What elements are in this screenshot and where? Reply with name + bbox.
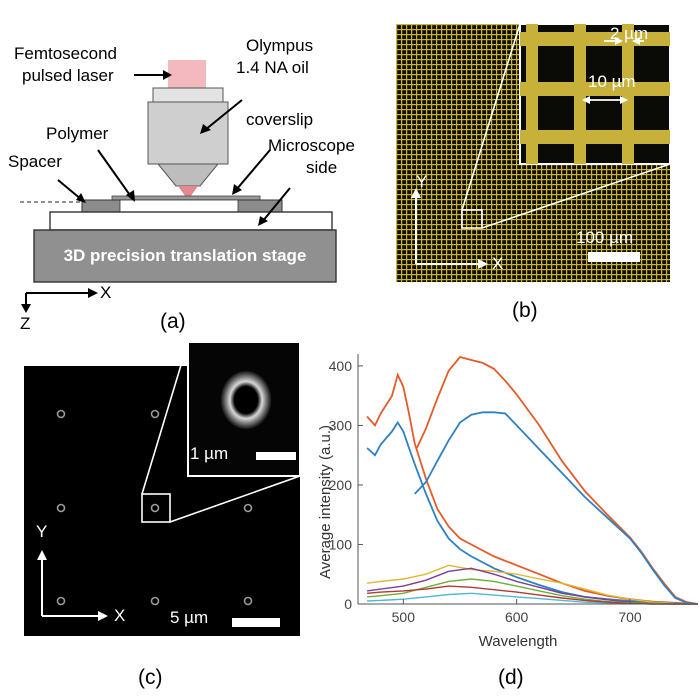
caption-c: (c) xyxy=(138,666,163,689)
panel-a: Femtosecond pulsed laser Olympus 1.4 NA … xyxy=(0,0,390,340)
caption-a: (a) xyxy=(160,310,186,333)
y-tick-label: 200 xyxy=(329,477,353,493)
zoom-line-1 xyxy=(461,24,521,211)
objective-body xyxy=(147,101,229,165)
axis-y-label-b: Y xyxy=(416,172,428,191)
y-tick-label: 0 xyxy=(344,596,352,612)
inset-grid xyxy=(520,24,670,164)
xy-axes-b xyxy=(411,188,488,269)
caption-d: (d) xyxy=(498,666,524,689)
scale-bar-b xyxy=(588,252,640,262)
spectra-chart: 0 100 200 300 400 500 600 700 Wavelength Averag… xyxy=(317,354,699,650)
series-line-2 xyxy=(366,420,698,605)
series-line-5 xyxy=(367,564,699,605)
slide xyxy=(49,211,333,231)
coverslip-label: coverslip xyxy=(246,110,314,129)
axis-x-label-c: X xyxy=(114,606,126,625)
caption-b: (b) xyxy=(512,299,538,322)
stage xyxy=(33,229,337,283)
y-tick-label: 400 xyxy=(329,358,353,374)
objective-upper xyxy=(152,87,224,103)
objective-tip xyxy=(156,163,220,187)
panel-b: 2 µm 10 µm Y X 100 µm (b) xyxy=(396,24,670,330)
series-line-1 xyxy=(366,372,699,605)
zoom-line-c1 xyxy=(141,342,189,495)
axis-y-label-c: Y xyxy=(36,522,48,541)
y-tick-label: 100 xyxy=(329,536,353,552)
scale-bar-label-c: 5 µm xyxy=(170,608,209,627)
plot-axes: 0 100 200 300 400 500 600 700 xyxy=(329,354,698,625)
axis-x-label-b: X xyxy=(492,254,504,273)
plot-lines xyxy=(366,355,699,605)
series-line-4 xyxy=(414,411,699,605)
microscope-label-line2: side xyxy=(306,158,338,177)
objective-label-line1: Olympus xyxy=(246,36,314,55)
laser-beam xyxy=(168,60,206,90)
scale-bar-label-b: 100 µm xyxy=(576,228,634,247)
spacer-label: Spacer xyxy=(8,152,62,171)
inset-measure-2um: 2 µm xyxy=(610,24,649,43)
zoom-box xyxy=(461,209,483,229)
panel-d: 0 100 200 300 400 500 600 700 Wavelength Averag… xyxy=(306,342,699,698)
scale-bar-c xyxy=(232,618,280,627)
pointer-arrows xyxy=(57,70,291,226)
x-tick-label: 600 xyxy=(505,609,529,625)
focus-cone xyxy=(178,186,198,200)
panel-c: 1 µm Y X 5 µm (c) xyxy=(24,342,300,698)
setup-schematic xyxy=(20,60,337,313)
series-line-3 xyxy=(416,355,699,605)
grid-micrograph xyxy=(396,24,670,282)
ring-micrograph xyxy=(24,342,300,636)
y-tick-label: 300 xyxy=(329,417,353,433)
inset-scale-bar-c xyxy=(256,452,296,460)
zoom-box-c xyxy=(141,493,171,523)
objective-label-line2: 1.4 NA oil xyxy=(236,58,309,77)
inset-measure-arrows xyxy=(582,37,644,104)
spacer-cavity xyxy=(119,199,239,213)
xy-axes-c xyxy=(37,550,108,621)
xz-axes xyxy=(21,288,98,313)
microscope-label-line1: Microscope xyxy=(268,136,355,155)
ring-inset xyxy=(220,370,272,430)
inset-scale-label-c: 1 µm xyxy=(190,444,229,463)
zoom-line-c2 xyxy=(169,475,300,523)
stage-label: 3D precision translation stage xyxy=(63,246,307,265)
ring-array xyxy=(56,409,253,606)
axis-x-label: X xyxy=(100,283,112,302)
x-axis-label: Wavelength xyxy=(479,633,558,650)
axis-z-label: Z xyxy=(20,314,31,333)
x-tick-label: 500 xyxy=(392,609,416,625)
x-tick-label: 700 xyxy=(618,609,642,625)
polymer-label: Polymer xyxy=(46,124,109,143)
inset-measure-10um: 10 µm xyxy=(588,72,636,91)
laser-label-line2: pulsed laser xyxy=(22,66,114,85)
zoom-line-2 xyxy=(481,163,670,229)
laser-label-line1: Femtosecond xyxy=(14,44,117,63)
y-axis-label: Average intensity (a.u.) xyxy=(317,425,334,579)
